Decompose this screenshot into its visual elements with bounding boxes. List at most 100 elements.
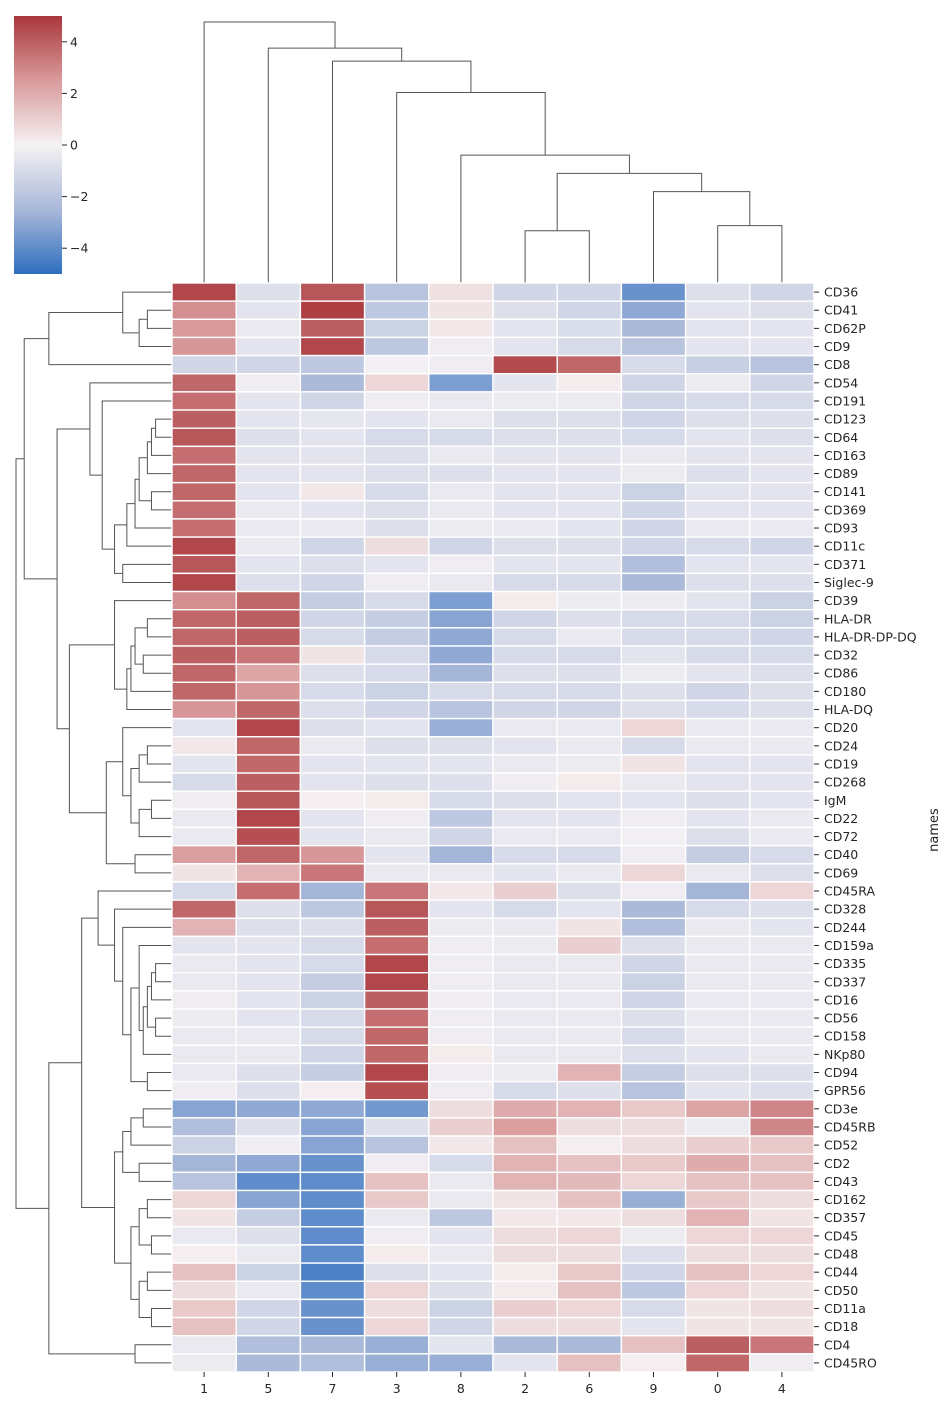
heatmap-cell [235,1244,302,1264]
heatmap-cell [492,899,558,919]
heatmap-cell [428,1316,494,1337]
row-label: CD24 [824,738,858,753]
heatmap-cell [299,844,366,865]
dendrogram-link [524,230,590,283]
heatmap-cell [235,1062,302,1083]
heatmap-cell [492,1135,558,1155]
heatmap-cell [749,590,815,611]
heatmap-cell [235,772,302,792]
heatmap-cell [235,1099,302,1119]
heatmap-cell [363,609,430,629]
dendrogram-link [146,745,172,765]
heatmap-cell [235,736,302,756]
heatmap-cell [620,1207,687,1228]
heatmap-cell [235,790,302,811]
heatmap-cell [749,481,815,502]
heatmap-cell [684,590,751,611]
heatmap-cell [556,1171,623,1192]
heatmap-cell [428,953,494,974]
heatmap-cell [171,1334,237,1355]
heatmap-cell [428,681,494,702]
heatmap-cell [684,500,751,520]
heatmap-cell [428,572,494,593]
heatmap-cell [363,772,430,792]
heatmap-cell [363,972,430,992]
heatmap-cell [363,863,430,883]
dendrogram-link [23,338,58,580]
heatmap-cell [299,1226,366,1246]
heatmap-cell [299,627,366,647]
heatmap-cell [235,300,302,320]
heatmap-cell [171,953,237,974]
heatmap-cell [363,1044,430,1065]
heatmap-cell [235,844,302,865]
heatmap-cell [299,554,366,575]
heatmap-cell [620,391,687,411]
heatmap-cell [363,1207,430,1228]
heatmap-cell [171,844,237,865]
row-label: IgM [824,793,846,808]
heatmap-cell [684,1117,751,1137]
heatmap-cell [428,1080,494,1101]
column-label: 0 [714,1381,722,1396]
heatmap-cell [620,1117,687,1137]
heatmap-cell [620,826,687,847]
heatmap-cell [620,736,687,756]
heatmap-cell [620,627,687,647]
heatmap-cell [428,500,494,520]
heatmap-cell [235,972,302,992]
heatmap-cell [428,1008,494,1028]
heatmap-cell [620,844,687,865]
heatmap-cell [235,881,302,901]
heatmap-cell [749,572,815,593]
heatmap-cell [235,1298,302,1319]
colorbar-tick-label: 2 [70,86,78,101]
heatmap-cell [299,754,366,774]
heatmap-cell [620,282,687,302]
heatmap-cell [556,1153,623,1174]
heatmap-cell [363,1135,430,1155]
heatmap-cell [492,282,558,302]
heatmap-cell [492,1008,558,1028]
heatmap-cell [684,445,751,466]
heatmap-cell [171,1353,237,1373]
heatmap-cell [749,1262,815,1282]
heatmap-cell [684,282,751,302]
heatmap-cell [171,1044,237,1065]
heatmap-cell [492,699,558,720]
heatmap-cell [749,500,815,520]
heatmap-cell [299,699,366,720]
dendrogram-link [150,1307,172,1328]
heatmap-cell [492,826,558,847]
heatmap-cell [428,627,494,647]
heatmap-cell [363,1008,430,1028]
heatmap-cell [620,463,687,484]
dendrogram-link [138,457,152,502]
heatmap-cell [684,844,751,865]
heatmap-cell [684,736,751,756]
dendrogram-link [146,1072,172,1092]
heatmap-cell [363,445,430,466]
heatmap-cell [556,699,623,720]
heatmap-cell [492,844,558,865]
heatmap-cell [749,899,815,919]
heatmap-cell [492,990,558,1010]
heatmap-cell [171,699,237,720]
heatmap-cell [749,953,815,974]
heatmap-cell [363,1117,430,1137]
heatmap-cell [749,1280,815,1301]
heatmap-cell [428,300,494,320]
heatmap-cell [171,481,237,502]
heatmap-cell [684,754,751,774]
heatmap-cell [299,572,366,593]
heatmap-cell [363,627,430,647]
heatmap-cell [428,445,494,466]
heatmap-cell [556,844,623,865]
heatmap-cell [299,1353,366,1373]
heatmap-cell [299,1244,366,1264]
row-label: CD54 [824,375,858,390]
heatmap-cell [363,1316,430,1337]
row-label: CD337 [824,974,866,989]
heatmap-cell [299,1044,366,1065]
heatmap-cell [556,717,623,738]
